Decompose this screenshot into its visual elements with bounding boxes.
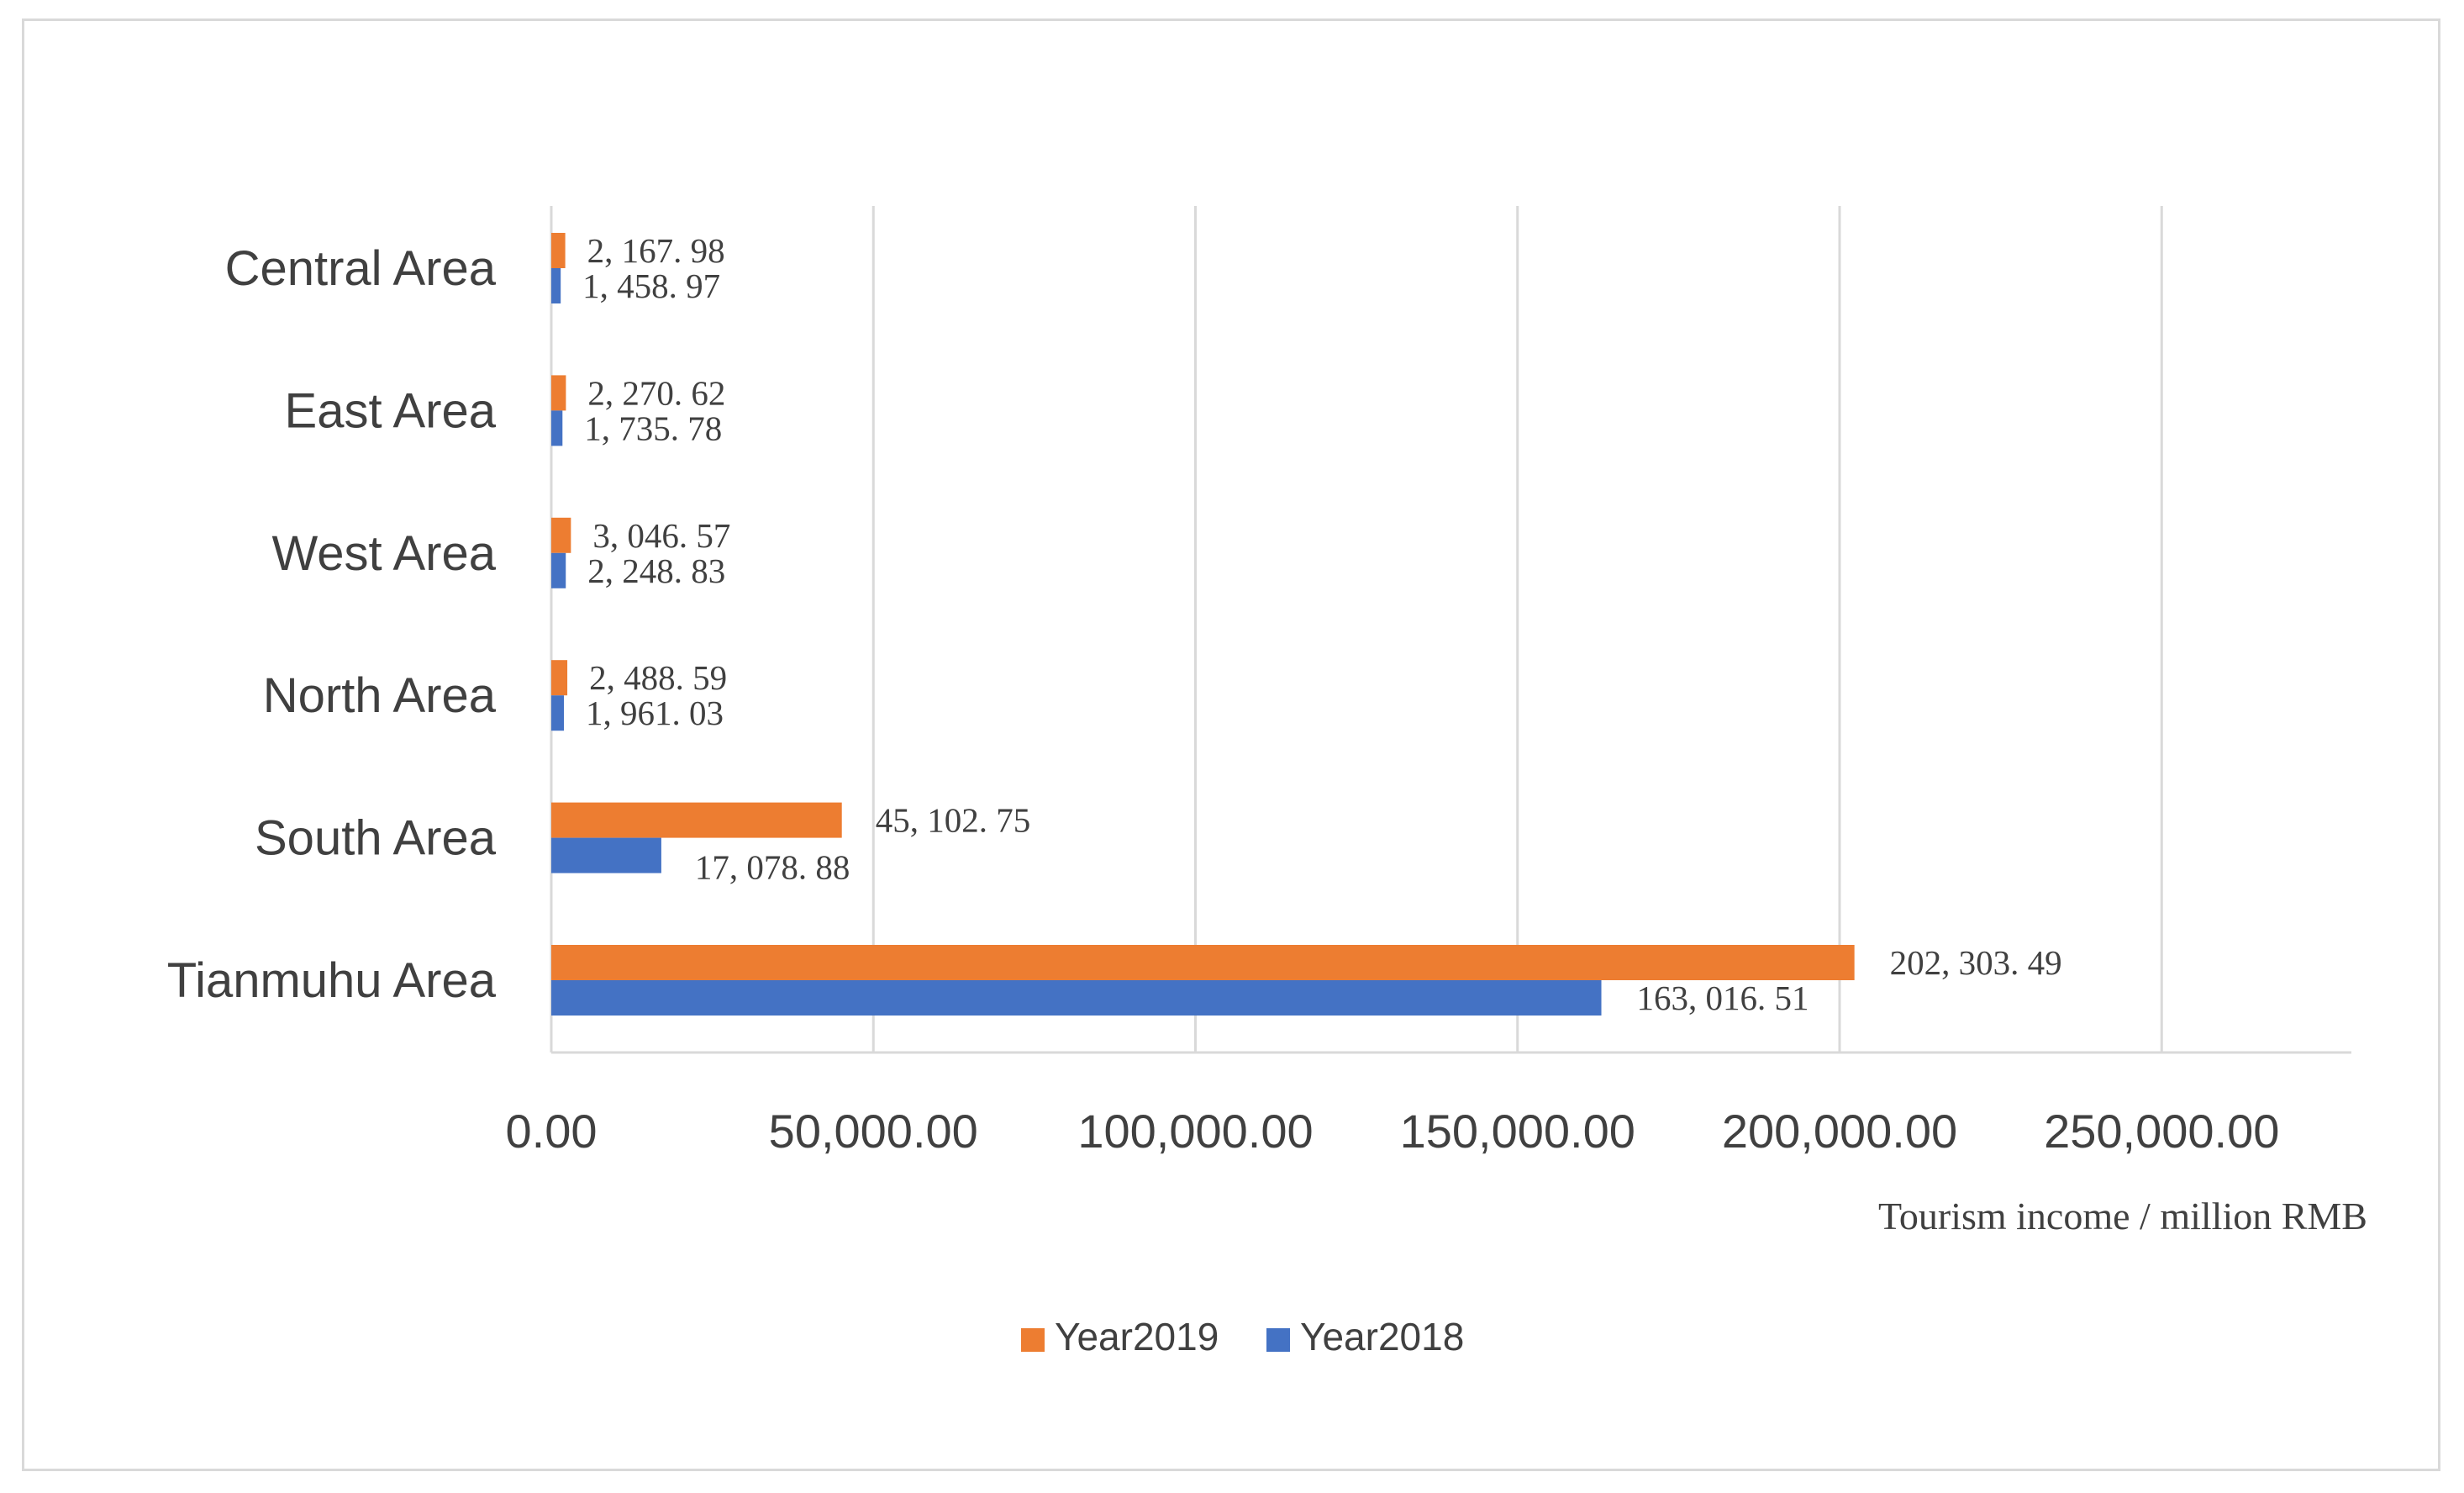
legend-label: Year2019: [1055, 1315, 1219, 1358]
bar-year2019: [551, 660, 568, 696]
data-label: 45, 102. 75: [876, 801, 1031, 840]
bar-year2018: [551, 837, 661, 873]
legend-label: Year2018: [1300, 1315, 1464, 1358]
data-label: 1, 735. 78: [584, 409, 722, 447]
legend-swatch: [1266, 1328, 1290, 1352]
data-label: 2, 167. 98: [587, 231, 725, 270]
bar-year2019: [551, 517, 571, 553]
data-label: 17, 078. 88: [695, 848, 850, 887]
gridlines: [550, 206, 2163, 1052]
data-label: 1, 458. 97: [582, 266, 720, 305]
bar-year2018: [551, 410, 563, 446]
x-tick-label: 200,000.00: [1722, 1105, 1957, 1158]
bar-year2019: [551, 375, 566, 411]
legend: Year2019 Year2018: [1021, 1315, 1464, 1358]
data-label: 202, 303. 49: [1890, 943, 2062, 982]
bars: [551, 233, 1855, 1016]
category-label: West Area: [272, 526, 497, 581]
data-label: 2, 270. 62: [587, 373, 725, 412]
bar-year2018: [551, 980, 1602, 1016]
x-tick-label: 50,000.00: [769, 1105, 978, 1158]
category-label: Tianmuhu Area: [167, 953, 497, 1008]
data-label: 2, 248. 83: [587, 551, 725, 590]
legend-swatch: [1021, 1328, 1045, 1352]
category-label: North Area: [263, 668, 497, 723]
category-label: East Area: [285, 383, 497, 438]
x-tick-label: 0.00: [506, 1105, 598, 1158]
data-label: 1, 961. 03: [586, 694, 724, 732]
bar-year2018: [551, 552, 566, 588]
data-labels: 2, 167. 981, 458. 97 2, 270. 621, 735. 78…: [582, 231, 2061, 1017]
x-axis-title: Tourism income / million RMB: [1878, 1195, 2367, 1237]
data-label: 3, 046. 57: [592, 516, 730, 555]
data-label: 163, 016. 51: [1637, 979, 1809, 1017]
bar-year2018: [551, 695, 565, 731]
x-tick-label: 250,000.00: [2044, 1105, 2279, 1158]
category-label: South Area: [255, 811, 497, 866]
bar-year2019: [551, 945, 1855, 980]
bar-year2018: [551, 268, 561, 303]
data-label: 2, 488. 59: [589, 658, 727, 697]
axes: 0.00 50,000.00 100,000.00 150,000.00 200,000…: [167, 241, 2351, 1158]
x-tick-label: 100,000.00: [1077, 1105, 1313, 1158]
bar-year2019: [551, 233, 566, 268]
chart-frame: [22, 18, 2440, 1471]
bar-year2019: [551, 802, 842, 838]
category-label: Central Area: [225, 241, 497, 296]
x-tick-label: 150,000.00: [1400, 1105, 1635, 1158]
